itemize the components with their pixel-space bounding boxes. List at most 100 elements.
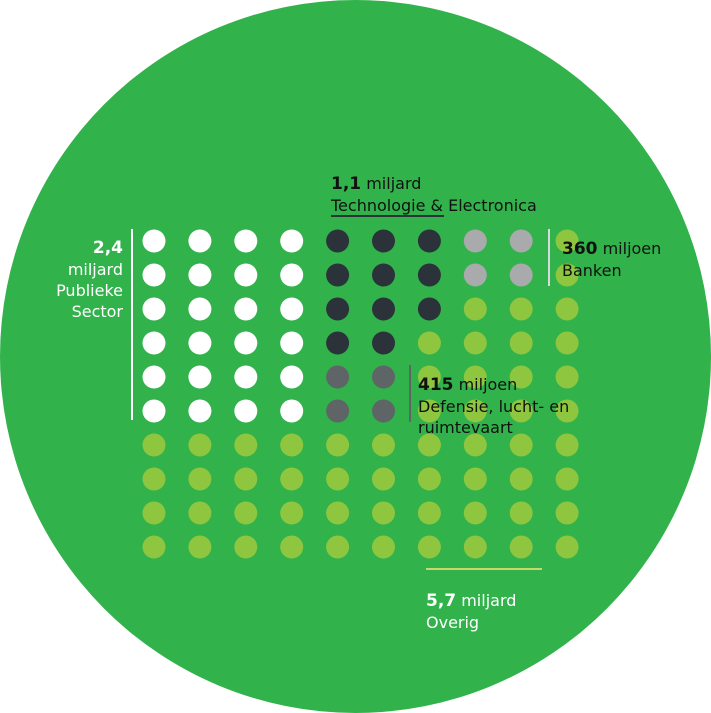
- dot-publieke-sector: [234, 365, 258, 389]
- dot-overig: [280, 501, 304, 525]
- publieke-sector-label: 2,4 miljard Publieke Sector: [56, 238, 123, 322]
- dot-overig: [417, 467, 441, 491]
- dot-publieke-sector: [188, 399, 212, 423]
- dot-defensie: [326, 365, 350, 389]
- dot-publieke-sector: [142, 399, 166, 423]
- publieke-sector-unit: miljard: [67, 260, 123, 279]
- dot-overig: [417, 365, 441, 389]
- dot-technologie: [372, 263, 395, 287]
- dot-overig: [372, 501, 395, 525]
- banken-name: Banken: [562, 261, 622, 280]
- publieke-sector-bracket: [131, 229, 133, 420]
- dot-overig: [555, 331, 579, 355]
- dot-overig: [417, 331, 441, 355]
- defensie-label: 415 miljoen Defensie, lucht- en ruimteva…: [418, 374, 569, 438]
- dot-overig: [142, 467, 166, 491]
- dot-overig: [326, 433, 350, 457]
- dot-overig: [372, 433, 395, 457]
- dot-overig: [463, 297, 487, 321]
- dot-overig: [417, 399, 441, 423]
- dot-banken: [463, 263, 487, 287]
- dot-publieke-sector: [188, 365, 212, 389]
- dot-overig: [188, 433, 212, 457]
- dot-overig: [234, 535, 258, 559]
- dot-publieke-sector: [280, 297, 304, 321]
- dot-publieke-sector: [188, 331, 212, 355]
- dot-banken: [509, 263, 533, 287]
- dot-overig: [555, 263, 579, 287]
- dot-overig: [142, 433, 166, 457]
- banken-value: 360: [562, 239, 598, 259]
- dot-publieke-sector: [188, 297, 212, 321]
- dot-publieke-sector: [188, 229, 212, 253]
- dot-overig: [188, 535, 212, 559]
- dot-publieke-sector: [234, 399, 258, 423]
- dot-overig: [463, 399, 487, 423]
- dot-publieke-sector: [280, 331, 304, 355]
- dot-technologie: [326, 297, 350, 321]
- dot-overig: [280, 433, 304, 457]
- dot-overig: [463, 331, 487, 355]
- defensie-name-line1: Defensie, lucht- en: [418, 397, 570, 416]
- dot-publieke-sector: [234, 263, 258, 287]
- dot-overig: [234, 467, 258, 491]
- dot-overig: [234, 501, 258, 525]
- dot-overig: [188, 467, 212, 491]
- dot-defensie: [372, 399, 395, 423]
- dot-technologie: [417, 297, 441, 321]
- dot-overig: [509, 535, 533, 559]
- dot-overig: [463, 365, 487, 389]
- dot-publieke-sector: [142, 297, 166, 321]
- overig-unit: miljard: [461, 591, 517, 610]
- dot-overig: [188, 501, 212, 525]
- dot-publieke-sector: [280, 365, 304, 389]
- dot-publieke-sector: [142, 229, 166, 253]
- dot-overig: [509, 399, 533, 423]
- dot-publieke-sector: [280, 263, 304, 287]
- technologie-unit: miljard: [366, 174, 422, 193]
- publieke-sector-value: 2,4: [92, 238, 123, 258]
- dot-publieke-sector: [142, 263, 166, 287]
- overig-line: [426, 568, 542, 570]
- dot-publieke-sector: [280, 229, 304, 253]
- dot-publieke-sector: [234, 331, 258, 355]
- dot-technologie: [372, 331, 395, 355]
- overig-label: 5,7 miljard Overig: [426, 590, 516, 633]
- dot-publieke-sector: [142, 365, 166, 389]
- dot-overig: [555, 501, 579, 525]
- dot-overig: [555, 399, 579, 423]
- dot-overig: [555, 365, 579, 389]
- dot-banken: [463, 229, 487, 253]
- dot-defensie: [326, 399, 350, 423]
- dot-overig: [555, 535, 579, 559]
- dot-overig: [326, 535, 350, 559]
- dot-overig: [555, 467, 579, 491]
- technologie-value: 1,1: [331, 174, 362, 194]
- dot-overig: [280, 467, 304, 491]
- dot-technologie: [372, 297, 395, 321]
- dot-publieke-sector: [142, 331, 166, 355]
- dot-banken: [509, 229, 533, 253]
- dot-technologie: [326, 263, 350, 287]
- banken-bracket: [548, 229, 550, 286]
- defensie-value: 415: [418, 375, 454, 395]
- dot-overig: [372, 467, 395, 491]
- publieke-sector-name-line2: Sector: [71, 302, 123, 321]
- defensie-unit: miljoen: [458, 375, 518, 394]
- dot-overig: [142, 501, 166, 525]
- dot-overig: [280, 535, 304, 559]
- dot-overig: [417, 433, 441, 457]
- dot-overig: [555, 433, 579, 457]
- dot-overig: [555, 297, 579, 321]
- dot-publieke-sector: [188, 263, 212, 287]
- technologie-underline: [331, 215, 444, 217]
- dot-overig: [234, 433, 258, 457]
- dot-publieke-sector: [234, 229, 258, 253]
- banken-label: 360 miljoen Banken: [562, 238, 661, 281]
- dot-defensie: [372, 365, 395, 389]
- dot-overig: [463, 467, 487, 491]
- dot-technologie: [417, 229, 441, 253]
